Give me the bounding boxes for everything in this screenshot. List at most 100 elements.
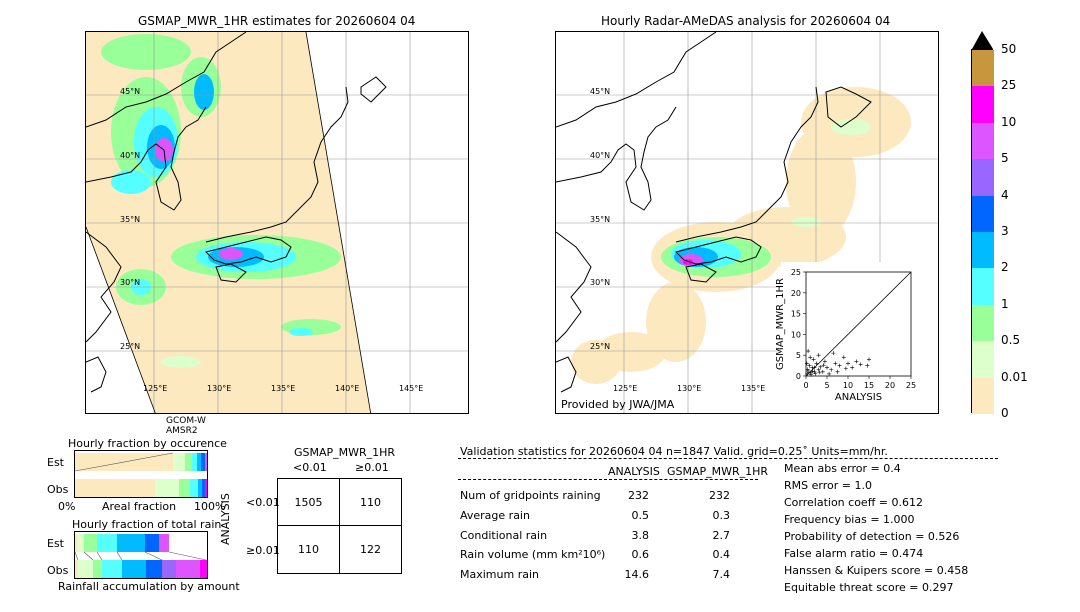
- diagonal-line: [805, 271, 912, 377]
- left-lon-label-135: 135°E: [271, 384, 296, 393]
- grid-lines: [86, 32, 468, 413]
- total-footer: Rainfall accumulation by amount: [58, 580, 240, 593]
- scatter-point: [867, 357, 871, 362]
- y-axis-label: GSMAP_MWR_1HR: [775, 278, 786, 370]
- colorbar-tick-label: 1: [1001, 296, 1009, 311]
- scatter-point: [835, 369, 840, 374]
- scatter-point: [818, 364, 823, 369]
- total-bars: [75, 534, 207, 578]
- scatter-point: [809, 372, 814, 377]
- contingency-cell-4: 122: [339, 525, 402, 574]
- scatter-point: [820, 369, 825, 374]
- score-correlation: Correlation coeff = 0.612: [784, 496, 923, 509]
- colorbar-labels: 50 25 10 5 4 3 2 1 0.5 0.01 0: [971, 30, 1051, 420]
- stat-row-analysis: 3.8: [631, 529, 650, 542]
- colorbar-tick-label: 0: [1001, 406, 1009, 420]
- score-pod: Probability of detection = 0.526: [784, 530, 960, 543]
- scatter-point: [805, 371, 810, 376]
- colorbar-tick-label: 0.01: [1001, 369, 1028, 384]
- left-lat-label-40: 40°N: [120, 151, 141, 160]
- scatter-point: [816, 367, 821, 372]
- right-lat-label-35: 35°N: [590, 215, 611, 224]
- contingency-cell-1: 1505: [277, 478, 340, 526]
- y-tick-label: 25: [791, 268, 801, 277]
- left-map-graphic: [86, 32, 468, 413]
- colorbar-segment: [972, 50, 994, 87]
- score-ets: Equitable threat score = 0.297: [784, 581, 954, 594]
- stat-row-label: Num of gridpoints raining: [460, 489, 601, 502]
- right-lon-label-125: 125°E: [613, 384, 638, 393]
- score-mean-abs-error: Mean abs error = 0.4: [784, 462, 901, 475]
- left-lon-label-140: 140°E: [335, 384, 360, 393]
- occurrence-bars: [75, 452, 207, 497]
- scatter-point: [804, 361, 809, 366]
- sensor-label-1: GCOM-W: [166, 416, 206, 426]
- stat-row-gsmap: 232: [709, 489, 730, 502]
- right-lon-label-135: 135°E: [741, 384, 766, 393]
- validation-col-divider: [458, 479, 758, 480]
- scatter-point: [813, 371, 818, 376]
- scatter-point: [814, 361, 819, 366]
- scatter-point: [846, 361, 850, 366]
- validation-col-gsmap: GSMAP_MWR_1HR: [667, 465, 769, 478]
- colorbar-tick-label: 5: [1001, 151, 1009, 166]
- contingency-col-lt: <0.01: [293, 461, 327, 474]
- scatter-point: [817, 370, 822, 375]
- left-lon-label-130: 130°E: [207, 384, 232, 393]
- y-tick-label: 10: [791, 330, 801, 339]
- scatter-point: [843, 366, 848, 371]
- coastlines: [556, 32, 872, 393]
- stat-row-analysis: 0.6: [631, 548, 650, 561]
- x-tick-label: 10: [843, 381, 853, 390]
- contingency-title: GSMAP_MWR_1HR: [294, 446, 396, 459]
- colorbar-extend-arrow: [972, 31, 993, 49]
- colorbar-segment: [972, 268, 994, 305]
- scatter-point: [806, 349, 811, 354]
- left-map-title: GSMAP_MWR_1HR estimates for 20260604 04: [138, 14, 416, 28]
- scatter-point: [854, 359, 859, 364]
- stat-row-analysis: 14.6: [624, 568, 650, 581]
- right-lat-label-25: 25°N: [590, 342, 611, 351]
- left-lat-label-30: 30°N: [120, 278, 141, 287]
- stat-row-gsmap: 0.3: [712, 509, 731, 522]
- colorbar-tick-label: 50: [1001, 42, 1017, 56]
- occurrence-axis-mid: Areal fraction: [102, 500, 177, 513]
- scatter-plot: 0 5 10 15 20 25 0 5 10 15 20 25 ANALYSIS GSMAP_MWR_1H…: [775, 268, 916, 403]
- scatter-point: [825, 365, 829, 370]
- colorbar-segment: [972, 159, 994, 196]
- occurrence-axis-right: 100%: [194, 500, 226, 513]
- occurrence-row-obs: Obs: [47, 483, 69, 496]
- occurrence-frame: [74, 450, 208, 498]
- x-tick-label: 5: [824, 381, 829, 390]
- scatter-point: [833, 361, 838, 366]
- left-lat-label-35: 35°N: [120, 215, 141, 224]
- validation-divider: [458, 458, 998, 459]
- scatter-point: [808, 355, 813, 360]
- scatter-point: [805, 367, 810, 372]
- scatter-point: [827, 371, 832, 376]
- colorbar: 50 25 10 5 4 3 2 1 0.5 0.01 0: [971, 30, 1051, 420]
- colorbar-segment: [972, 377, 994, 414]
- scatter-point: [822, 359, 827, 364]
- occurrence-title: Hourly fraction by occurence: [68, 437, 227, 450]
- occurrence-axis-left: 0%: [58, 500, 76, 513]
- scatter-point: [811, 357, 816, 362]
- contingency-row-lt: <0.01: [246, 496, 280, 509]
- stat-row-analysis: 232: [628, 489, 649, 502]
- right-map-graphic: [556, 32, 938, 413]
- total-frame: [74, 531, 208, 579]
- scatter-point: [858, 362, 863, 367]
- data-credit: Provided by JWA/JMA: [561, 398, 675, 411]
- colorbar-tick-label: 0.5: [1001, 333, 1021, 348]
- y-tick-label: 20: [791, 289, 801, 298]
- right-lon-label-130: 130°E: [677, 384, 702, 393]
- colorbar-segments: [971, 49, 994, 414]
- scatter-point: [841, 355, 846, 360]
- contingency-row-axis: ANALYSIS: [219, 493, 232, 545]
- stat-row-analysis: 0.5: [631, 509, 650, 522]
- scatter-point: [816, 353, 821, 358]
- colorbar-segment: [972, 86, 994, 123]
- scatter-point: [812, 365, 817, 370]
- right-map-title: Hourly Radar-AMeDAS analysis for 2026060…: [601, 14, 891, 28]
- x-tick-label: 15: [864, 381, 874, 390]
